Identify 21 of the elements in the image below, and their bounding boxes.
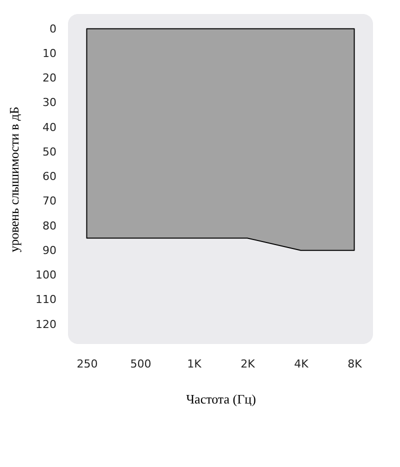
y-tick-label: 0: [50, 22, 56, 36]
x-tick-label: 250: [76, 358, 98, 370]
y-axis-title: уровень слышимости в дБ: [6, 106, 22, 252]
y-tick-label: 40: [42, 120, 56, 134]
x-tick-label: 2K: [240, 358, 256, 370]
y-tick-label: 50: [42, 145, 56, 158]
y-tick-label: 20: [42, 72, 56, 85]
y-tick-label: 110: [36, 293, 56, 306]
y-tick-label: 100: [36, 268, 56, 282]
x-tick-label: 4K: [294, 358, 310, 370]
y-tick-label: 10: [42, 46, 56, 60]
y-tick-label: 60: [42, 170, 56, 184]
x-tick-label: 8K: [348, 358, 363, 370]
y-tick-label: 120: [36, 318, 56, 331]
y-tick-label: 80: [42, 219, 56, 232]
y-tick-label: 90: [42, 244, 56, 257]
y-tick-label: 30: [42, 96, 56, 110]
x-tick-label: 1K: [187, 358, 202, 370]
y-tick-label: 70: [42, 194, 56, 208]
x-tick-label: 500: [130, 358, 152, 370]
x-axis-title: Частота (Гц): [186, 392, 256, 406]
